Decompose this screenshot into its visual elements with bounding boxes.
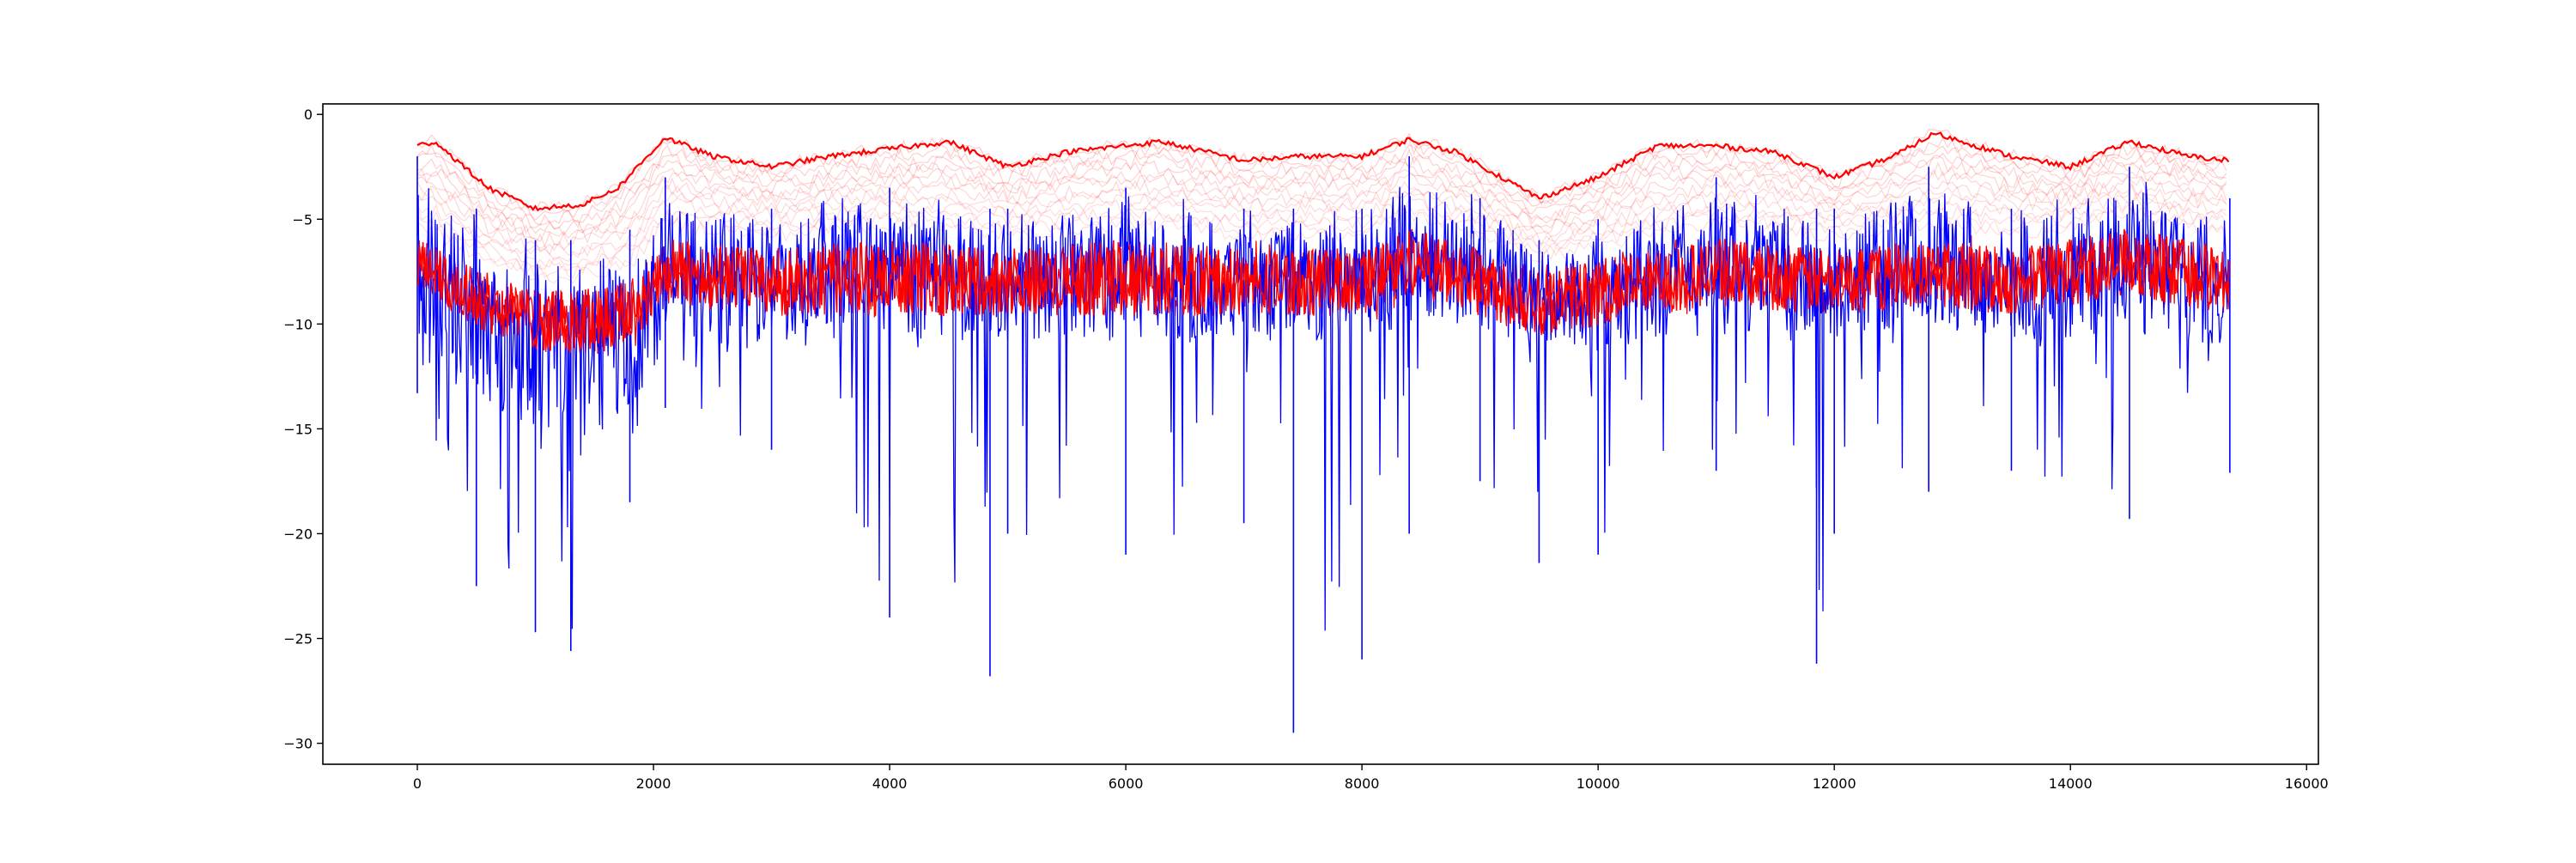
y-axis: 0 −5 −10 −15 −20 −25 −30 — [283, 106, 323, 752]
faint-red-trace — [416, 143, 2227, 227]
x-axis: 0 2000 4000 6000 8000 10000 12000 14000 16000 — [413, 764, 2329, 792]
x-tick-label: 14000 — [2049, 775, 2093, 792]
y-tick-label: −15 — [283, 421, 313, 437]
x-tick-label: 0 — [413, 775, 422, 792]
y-tick-label: −20 — [283, 526, 313, 542]
y-tick-label: −30 — [283, 736, 313, 752]
faint-red-trace — [416, 200, 2227, 280]
y-tick-label: −5 — [292, 211, 313, 228]
faint-red-trace — [417, 180, 2227, 257]
blue-series-layer — [416, 156, 2231, 733]
red-envelope-layer — [416, 131, 2230, 212]
faint-red-trace — [416, 173, 2227, 253]
faint-red-trace — [416, 206, 2227, 284]
x-tick-label: 2000 — [636, 775, 671, 792]
faint-red-trace — [416, 161, 2227, 243]
faint-red-trace — [416, 191, 2227, 268]
blue-series-line — [416, 181, 2230, 631]
faint-red-trace — [416, 197, 2227, 271]
x-tick-label: 6000 — [1109, 775, 1144, 792]
y-tick-label: −10 — [283, 316, 313, 332]
red-series-overlay-layer — [416, 228, 2230, 354]
faint-red-band-layer — [416, 129, 2227, 284]
y-tick-label: 0 — [304, 106, 313, 123]
x-tick-label: 10000 — [1577, 775, 1620, 792]
faint-red-trace — [416, 155, 2227, 236]
faint-red-trace — [416, 168, 2227, 248]
y-tick-label: −25 — [283, 631, 313, 647]
x-tick-label: 4000 — [872, 775, 908, 792]
axes-frame — [322, 103, 2319, 765]
x-tick-label: 8000 — [1345, 775, 1380, 792]
x-tick-label: 16000 — [2285, 775, 2329, 792]
red-envelope-line — [416, 131, 2230, 212]
x-tick-label: 12000 — [1813, 775, 1856, 792]
faint-red-trace — [416, 147, 2227, 230]
red-series-overlay-line — [416, 228, 2230, 354]
faint-red-trace — [416, 184, 2227, 263]
faint-red-trace — [416, 137, 2227, 221]
